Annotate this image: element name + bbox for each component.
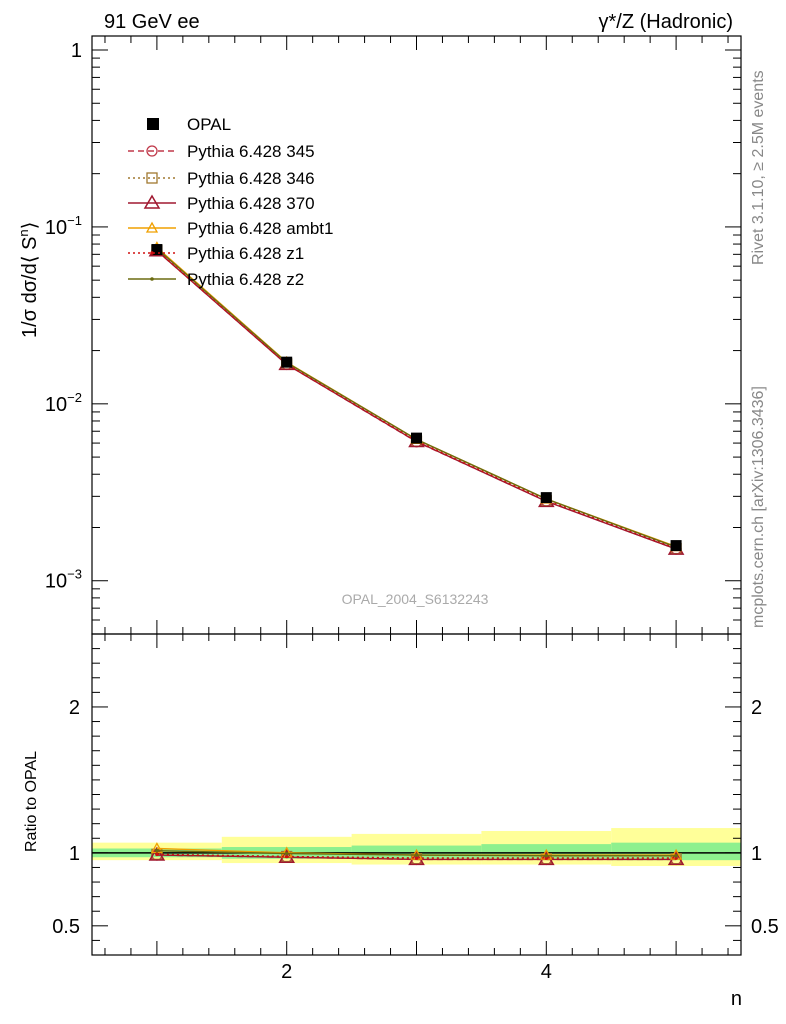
main-series-0-line — [156, 250, 677, 550]
legend-label-4: Pythia 6.428 z1 — [187, 244, 304, 263]
legend-label-2: Pythia 6.428 370 — [187, 194, 315, 213]
opal-point-0 — [151, 244, 163, 256]
legend-marker-4 — [150, 251, 154, 255]
main-ytick-base-3: 10 — [45, 571, 67, 593]
legend: OPAL Pythia 6.428 345 Pythia 6.428 346 Pyth… — [128, 115, 333, 289]
legend-label-opal: OPAL — [187, 115, 231, 134]
ratio-y-axis-label: Ratio to OPAL — [23, 751, 40, 852]
ratio-ytick-label-left-0: 0.5 — [52, 916, 80, 938]
ratio-series-4-point-2 — [414, 856, 419, 860]
opal-point-2 — [411, 432, 422, 444]
legend-label-3: Pythia 6.428 ambt1 — [187, 219, 333, 238]
opal-point-4 — [670, 540, 682, 552]
legend-label-5: Pythia 6.428 z2 — [187, 270, 304, 289]
main-series-2-line — [156, 250, 677, 550]
ratio-ytick-label-left-1: 1 — [69, 843, 80, 865]
ratio-series-4-point-1 — [284, 854, 289, 859]
axes: 110−110−210−32 40.5 0.51 12 2 — [45, 35, 779, 983]
xtick-label-0: 2 — [281, 961, 292, 983]
legend-label-0: Pythia 6.428 345 — [187, 142, 315, 161]
ratio-series-5-point-0 — [155, 848, 159, 853]
ratio-series-5-point-4 — [674, 853, 678, 858]
xtick-label-1: 4 — [541, 961, 552, 983]
ratio-ytick-label-left-2: 2 — [69, 697, 80, 719]
main-series-5-line — [156, 247, 677, 548]
opal-point-1 — [281, 356, 293, 368]
main-ytick-base-2: 10 — [45, 394, 67, 416]
main-series-group — [148, 241, 685, 555]
main-ytick-exp-1: −1 — [67, 213, 82, 228]
ratio-ytick-label-right-2: 2 — [751, 697, 762, 719]
header-left-title: 91 GeV ee — [104, 11, 200, 33]
legend-marker-3 — [145, 221, 159, 233]
header-right-title: γ*/Z (Hadronic) — [599, 11, 733, 33]
main-y-axis-label-superscript: n — [16, 229, 31, 236]
legend-marker-1 — [146, 172, 158, 184]
main-series-1-line — [156, 250, 677, 550]
ratio-series-4-line — [156, 853, 677, 859]
main-y-axis-label-text: 1/σ dσ/d⟨ S — [19, 237, 41, 338]
ratio-series-4-point-0 — [155, 852, 159, 857]
mcplots-label: mcplots.cern.ch [arXiv:1306.3436] — [750, 386, 767, 628]
analysis-watermark: OPAL_2004_S6132243 — [342, 591, 489, 607]
main-ytick-exp-3: −3 — [67, 567, 82, 582]
main-ytick-label-1: 10−1 — [45, 213, 82, 239]
ratio-series-3-point-0 — [150, 842, 164, 854]
ratio-series-5-point-3 — [544, 853, 549, 858]
main-y-axis-label-tail: ⟩ — [19, 222, 41, 230]
main-ytick-base-1: 10 — [45, 217, 67, 239]
ratio-ytick-label-right-1: 1 — [751, 843, 762, 865]
main-ytick-label-3: 10−3 — [45, 567, 82, 593]
legend-marker-opal — [147, 118, 159, 130]
main-ytick-label-0: 1 — [71, 40, 82, 62]
legend-marker-2 — [143, 194, 161, 209]
main-ytick-label-2: 10−2 — [45, 390, 82, 416]
ratio-uncertainty-bands — [92, 828, 741, 866]
ratio-series-5-point-1 — [284, 851, 289, 856]
ratio-frame — [91, 633, 742, 956]
ratio-ytick-label-right-0: 0.5 — [751, 916, 779, 938]
ratio-series-group — [148, 842, 685, 866]
legend-marker-5 — [150, 277, 154, 281]
rivet-label: Rivet 3.1.10, ≥ 2.5M events — [750, 70, 767, 265]
opal-data-points — [151, 244, 682, 552]
main-series-4-line — [156, 249, 677, 549]
main-y-axis-label: 1/σ dσ/d⟨ Sn⟩ — [16, 222, 41, 338]
legend-marker-0 — [146, 145, 158, 157]
main-series-3-line — [156, 246, 677, 548]
legend-label-1: Pythia 6.428 346 — [187, 169, 315, 188]
ratio-series-5-point-2 — [414, 853, 419, 857]
main-ytick-exp-2: −2 — [67, 390, 82, 405]
x-axis-label: n — [731, 988, 742, 1010]
ratio-series-2-point-0 — [148, 846, 166, 861]
opal-point-3 — [540, 492, 552, 504]
